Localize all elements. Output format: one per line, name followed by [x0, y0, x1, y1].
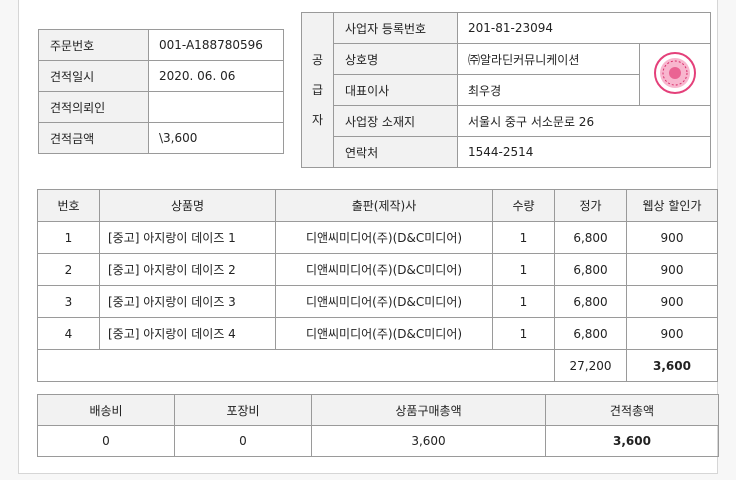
item-publisher: 디앤씨미디어(주)(D&C미디어)	[275, 317, 493, 350]
item-publisher: 디앤씨미디어(주)(D&C미디어)	[275, 221, 493, 254]
order-number-label: 주문번호	[38, 29, 149, 61]
summary-value-row: 0 0 3,600 3,600	[37, 425, 719, 457]
quote-date-value: 2020. 06. 06	[148, 60, 284, 92]
ceo-value: 최우경	[457, 74, 640, 106]
table-row: 4 [중고] 아지랑이 데이즈 4 디앤씨미디어(주)(D&C미디어) 1 6,…	[37, 317, 718, 350]
items-total-row: 27,200 3,600	[37, 349, 718, 382]
total-sale-price: 3,600	[626, 349, 718, 382]
item-number: 3	[37, 285, 100, 318]
quote-total-value: 3,600	[545, 425, 719, 457]
order-row: 견적금액 \3,600	[38, 122, 284, 154]
company-name-value: ㈜알라딘커뮤니케이션	[457, 43, 640, 75]
table-row: 3 [중고] 아지랑이 데이즈 3 디앤씨미디어(주)(D&C미디어) 1 6,…	[37, 285, 718, 318]
address-value: 서울시 중구 서소문로 26	[456, 105, 712, 137]
order-row: 견적일시 2020. 06. 06	[38, 60, 284, 92]
item-publisher: 디앤씨미디어(주)(D&C미디어)	[275, 285, 493, 318]
header-list-price: 정가	[554, 189, 627, 222]
item-list-price: 6,800	[554, 317, 627, 350]
purchase-total-value: 3,600	[311, 425, 546, 457]
item-list-price: 6,800	[554, 253, 627, 286]
supplier-info-table: 공 급 자 사업자 등록번호 201-81-23094 상호명 ㈜알라딘커뮤니케…	[301, 12, 712, 168]
supplier-side-char: 자	[311, 113, 324, 127]
item-name: [중고] 아지랑이 데이즈 2	[99, 253, 276, 286]
header-publisher: 출판(제작)사	[275, 189, 493, 222]
business-number-value: 201-81-23094	[456, 12, 712, 44]
item-sale-price: 900	[626, 317, 718, 350]
order-row: 주문번호 001-A188780596	[38, 29, 284, 61]
order-number-value: 001-A188780596	[148, 29, 284, 61]
header-quote-total: 견적총액	[545, 394, 719, 426]
item-sale-price: 900	[626, 221, 718, 254]
total-list-price: 27,200	[554, 349, 627, 382]
header-packaging-fee: 포장비	[174, 394, 312, 426]
order-info-table: 주문번호 001-A188780596 견적일시 2020. 06. 06 견적…	[38, 29, 284, 154]
contact-label: 연락처	[333, 136, 458, 168]
requester-value	[148, 91, 284, 123]
address-label: 사업장 소재지	[333, 105, 458, 137]
table-row: 1 [중고] 아지랑이 데이즈 1 디앤씨미디어(주)(D&C미디어) 1 6,…	[37, 221, 718, 254]
item-list-price: 6,800	[554, 221, 627, 254]
item-name: [중고] 아지랑이 데이즈 4	[99, 317, 276, 350]
item-quantity: 1	[492, 317, 555, 350]
items-header-row: 번호 상품명 출판(제작)사 수량 정가 웹상 할인가	[37, 189, 718, 222]
shipping-fee-value: 0	[37, 425, 175, 457]
quote-date-label: 견적일시	[38, 60, 149, 92]
item-publisher: 디앤씨미디어(주)(D&C미디어)	[275, 253, 493, 286]
company-seal-cell	[638, 43, 712, 106]
company-seal-icon	[654, 52, 696, 94]
supplier-side-char: 공	[311, 53, 324, 67]
quote-amount-label: 견적금액	[38, 122, 149, 154]
item-number: 4	[37, 317, 100, 350]
header-quantity: 수량	[492, 189, 555, 222]
quote-amount-value: \3,600	[148, 122, 284, 154]
summary-table: 배송비 포장비 상품구매총액 견적총액 0 0 3,600 3,600	[37, 394, 719, 457]
order-row: 견적의뢰인	[38, 91, 284, 123]
summary-header-row: 배송비 포장비 상품구매총액 견적총액	[37, 394, 719, 426]
header-product-name: 상품명	[99, 189, 276, 222]
item-quantity: 1	[492, 221, 555, 254]
item-number: 1	[37, 221, 100, 254]
table-row: 2 [중고] 아지랑이 데이즈 2 디앤씨미디어(주)(D&C미디어) 1 6,…	[37, 253, 718, 286]
packaging-fee-value: 0	[174, 425, 312, 457]
items-table: 번호 상품명 출판(제작)사 수량 정가 웹상 할인가 1 [중고] 아지랑이 …	[37, 189, 718, 382]
supplier-side-label: 공 급 자	[301, 12, 334, 168]
item-list-price: 6,800	[554, 285, 627, 318]
business-number-label: 사업자 등록번호	[333, 12, 458, 44]
header-purchase-total: 상품구매총액	[311, 394, 546, 426]
header-web-sale-price: 웹상 할인가	[626, 189, 718, 222]
requester-label: 견적의뢰인	[38, 91, 149, 123]
supplier-side-char: 급	[311, 83, 324, 97]
item-name: [중고] 아지랑이 데이즈 3	[99, 285, 276, 318]
total-spacer	[37, 349, 555, 382]
contact-value: 1544-2514	[456, 136, 712, 168]
item-name: [중고] 아지랑이 데이즈 1	[99, 221, 276, 254]
ceo-label: 대표이사	[333, 74, 458, 106]
item-sale-price: 900	[626, 285, 718, 318]
company-name-label: 상호명	[333, 43, 458, 75]
header-shipping-fee: 배송비	[37, 394, 175, 426]
item-sale-price: 900	[626, 253, 718, 286]
item-number: 2	[37, 253, 100, 286]
item-quantity: 1	[492, 285, 555, 318]
item-quantity: 1	[492, 253, 555, 286]
header-number: 번호	[37, 189, 100, 222]
